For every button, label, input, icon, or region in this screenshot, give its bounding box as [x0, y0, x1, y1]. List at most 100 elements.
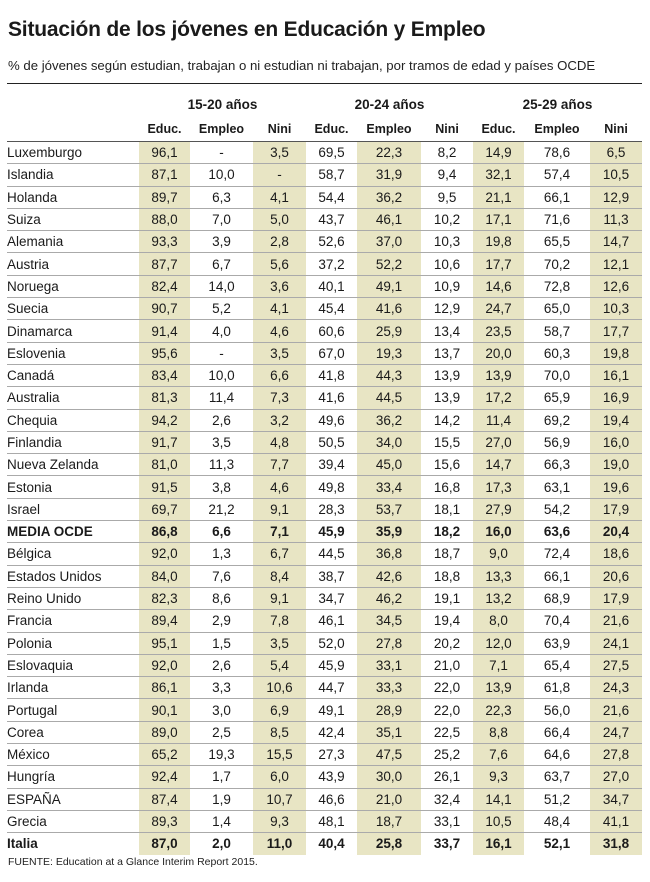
value-cell: 91,4: [139, 319, 190, 343]
value-cell: 82,4: [139, 275, 190, 299]
country-label: Dinamarca: [7, 319, 139, 343]
age-group-header: 15-20 años: [187, 96, 258, 112]
value-cell: 31,8: [590, 832, 642, 855]
value-cell: 81,0: [139, 453, 190, 477]
value-cell: 89,3: [139, 810, 190, 834]
column-header: Nini: [421, 117, 473, 142]
table-row: Dinamarca 91,4 4,0 4,6 60,6 25,9 13,4 23,5 58,7 1…: [7, 319, 642, 343]
value-cell: 91,5: [139, 475, 190, 499]
country-label: Canadá: [7, 364, 139, 388]
value-cell: 33,3: [357, 676, 421, 700]
value-cell: 72,4: [524, 542, 590, 566]
country-label: Luxemburgo: [7, 141, 139, 165]
value-cell: 58,7: [306, 163, 357, 187]
value-cell: 6,7: [190, 252, 253, 276]
value-cell: -: [190, 342, 253, 365]
value-cell: 8,4: [253, 565, 306, 588]
value-cell: 16,9: [590, 386, 642, 410]
value-cell: 71,6: [524, 208, 590, 232]
value-cell: 10,9: [421, 275, 473, 299]
value-cell: 4,6: [253, 319, 306, 343]
value-cell: 8,2: [421, 141, 473, 165]
value-cell: 52,2: [357, 252, 421, 276]
value-cell: 21,0: [421, 654, 473, 678]
value-cell: 42,6: [357, 565, 421, 588]
value-cell: 18,7: [421, 542, 473, 566]
value-cell: 10,3: [421, 230, 473, 254]
value-cell: 6,6: [253, 364, 306, 388]
table-row: MEDIA OCDE 86,8 6,6 7,1 45,9 35,9 18,2 16,0 63,6…: [7, 520, 642, 544]
country-label: Grecia: [7, 810, 139, 834]
value-cell: 65,2: [139, 743, 190, 767]
value-cell: 13,7: [421, 342, 473, 365]
value-cell: 19,3: [190, 743, 253, 767]
value-cell: 94,2: [139, 409, 190, 432]
value-cell: 8,0: [473, 609, 524, 633]
value-cell: 32,1: [473, 163, 524, 187]
value-cell: 10,6: [253, 676, 306, 700]
value-cell: 40,1: [306, 275, 357, 299]
value-cell: 9,3: [253, 810, 306, 834]
value-cell: 6,9: [253, 698, 306, 722]
value-cell: 81,3: [139, 386, 190, 410]
age-group-header: 25-29 años: [522, 96, 593, 112]
value-cell: 92,0: [139, 542, 190, 566]
value-cell: 14,0: [190, 275, 253, 299]
value-cell: 4,6: [253, 475, 306, 499]
country-label: Corea: [7, 721, 139, 745]
value-cell: 9,1: [253, 498, 306, 522]
value-cell: 27,0: [473, 431, 524, 455]
value-cell: 19,3: [357, 342, 421, 365]
value-cell: 11,3: [590, 208, 642, 232]
value-cell: 14,2: [421, 409, 473, 432]
table-row: México 65,2 19,3 15,5 27,3 47,5 25,2 7,6 64,6 27,…: [7, 743, 642, 767]
source-note: FUENTE: Education at a Glance Interim Re…: [8, 856, 258, 868]
age-group-header: 20-24 años: [354, 96, 425, 112]
value-cell: 1,4: [190, 810, 253, 834]
value-cell: 17,1: [473, 208, 524, 232]
value-cell: 3,9: [190, 230, 253, 254]
value-cell: 27,8: [357, 632, 421, 655]
value-cell: 34,7: [306, 587, 357, 611]
value-cell: 19,0: [590, 453, 642, 477]
value-cell: 39,4: [306, 453, 357, 477]
table-row: Canadá 83,4 10,0 6,6 41,8 44,3 13,9 13,9 70,0 16,…: [7, 364, 642, 388]
value-cell: 7,1: [253, 520, 306, 544]
table-row: Nueva Zelanda 81,0 11,3 7,7 39,4 45,0 15,6 14,7…: [7, 453, 642, 477]
country-label: Austria: [7, 252, 139, 276]
table-row: Islandia 87,1 10,0-58,7 31,9 9,4 32,1 57,4 10,5: [7, 163, 642, 187]
value-cell: 44,3: [357, 364, 421, 388]
value-cell: 37,0: [357, 230, 421, 254]
value-cell: 87,7: [139, 252, 190, 276]
column-header: Empleo: [357, 117, 421, 142]
value-cell: 49,1: [306, 698, 357, 722]
title-divider: [7, 83, 642, 84]
value-cell: 83,4: [139, 364, 190, 388]
value-cell: 16,0: [590, 431, 642, 455]
value-cell: 50,5: [306, 431, 357, 455]
value-cell: 53,7: [357, 498, 421, 522]
value-cell: 17,3: [473, 475, 524, 499]
value-cell: 9,4: [421, 163, 473, 187]
value-cell: 19,4: [421, 609, 473, 633]
value-cell: 61,8: [524, 676, 590, 700]
value-cell: 6,6: [190, 520, 253, 544]
value-cell: 46,2: [357, 587, 421, 611]
country-label: MEDIA OCDE: [7, 520, 139, 544]
country-label: Holanda: [7, 186, 139, 209]
value-cell: 17,7: [590, 319, 642, 343]
table-row: Alemania 93,3 3,9 2,8 52,6 37,0 10,3 19,8 65,5 14…: [7, 230, 642, 254]
value-cell: 41,6: [306, 386, 357, 410]
value-cell: 92,4: [139, 765, 190, 789]
value-cell: 21,6: [590, 698, 642, 722]
value-cell: 11,3: [190, 453, 253, 477]
header-blank-cell: [7, 91, 139, 117]
value-cell: 95,1: [139, 632, 190, 655]
value-cell: 65,9: [524, 386, 590, 410]
value-cell: 48,1: [306, 810, 357, 834]
column-header: Educ.: [473, 117, 524, 142]
value-cell: 4,8: [253, 431, 306, 455]
value-cell: 46,6: [306, 788, 357, 811]
value-cell: 67,0: [306, 342, 357, 365]
value-cell: 3,8: [190, 475, 253, 499]
